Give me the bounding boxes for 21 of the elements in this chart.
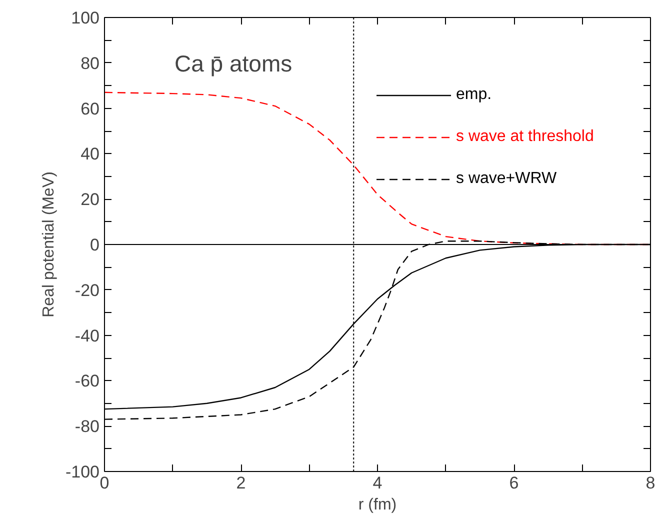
y-tick-label: 100 — [71, 8, 100, 28]
y-tick-label: -40 — [74, 326, 100, 346]
y-tick-label: 0 — [90, 236, 100, 254]
y-tick-label: -60 — [74, 372, 100, 391]
y-tick-label: 60 — [80, 99, 100, 118]
y-tick-label: 20 — [80, 190, 100, 210]
y-tick-label: 80 — [80, 54, 100, 73]
y-tick-label: -20 — [74, 280, 100, 300]
legend-label: emp. — [456, 86, 492, 104]
y-axis-title: Real potential (MeV) — [40, 172, 58, 318]
y-tick-label: -100 — [65, 462, 100, 482]
legend-label: s wave+WRW — [456, 170, 557, 188]
y-tick-label: 40 — [80, 144, 100, 164]
x-tick-label: 2 — [236, 474, 246, 492]
x-tick-label: 8 — [646, 474, 656, 492]
x-tick-label: 4 — [372, 474, 382, 492]
y-tick-label: -80 — [74, 417, 100, 436]
x-tick-label: 6 — [509, 474, 519, 492]
annotation: Ca p̄ atoms — [174, 50, 292, 76]
legend-label: s wave at threshold — [456, 128, 594, 146]
x-axis-title: r (fm) — [358, 496, 397, 514]
